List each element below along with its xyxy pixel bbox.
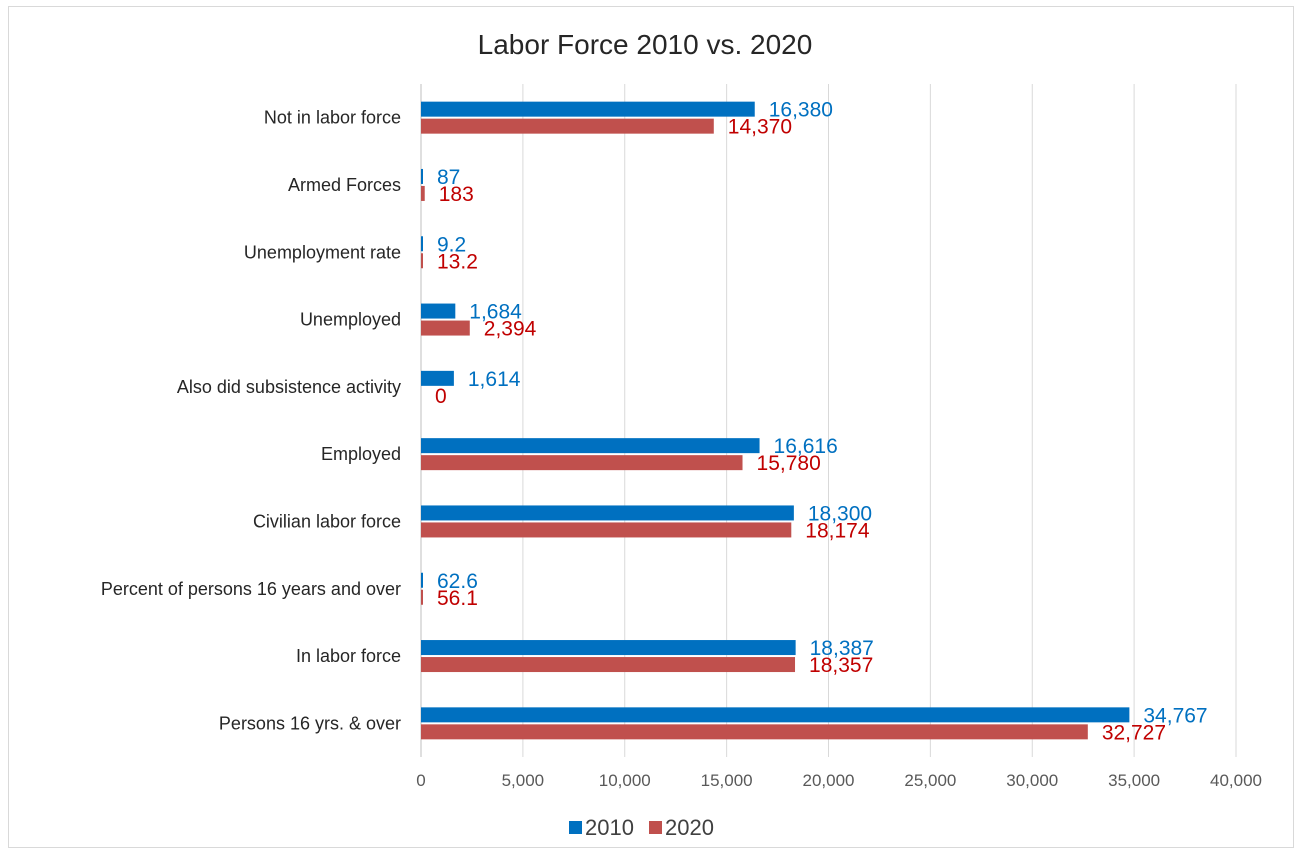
- legend-label-2010: 2010: [585, 815, 634, 840]
- bar-2010: [421, 236, 423, 252]
- data-label-2010: 1,684: [469, 301, 522, 324]
- category-label: Also did subsistence activity: [177, 377, 401, 397]
- category-label: Armed Forces: [288, 175, 401, 195]
- category-label: Unemployment rate: [244, 242, 401, 262]
- data-label-2010: 1,614: [468, 368, 521, 391]
- x-tick-label: 35,000: [1108, 771, 1160, 790]
- bar-2020: [421, 657, 796, 673]
- x-tick-label: 40,000: [1210, 771, 1262, 790]
- data-label-2020: 32,727: [1102, 721, 1166, 744]
- bar-2020: [421, 253, 423, 269]
- data-label-2020: 14,370: [728, 116, 792, 139]
- bar-2020: [421, 118, 714, 134]
- legend-label-2020: 2020: [665, 815, 714, 840]
- category-label: In labor force: [296, 646, 401, 666]
- bar-2010: [421, 707, 1130, 723]
- bar-2010: [421, 572, 423, 588]
- x-tick-label: 0: [416, 771, 425, 790]
- chart-title: Labor Force 2010 vs. 2020: [478, 29, 813, 60]
- data-label-2020: 18,357: [809, 654, 873, 677]
- data-label-2020: 13.2: [437, 250, 478, 273]
- category-label: Not in labor force: [264, 108, 401, 128]
- x-tick-label: 30,000: [1006, 771, 1058, 790]
- data-label-2020: 183: [439, 183, 474, 206]
- x-tick-label: 20,000: [803, 771, 855, 790]
- data-label-2010: 34,767: [1143, 704, 1207, 727]
- data-label-2020: 0: [435, 385, 447, 408]
- category-label: Unemployed: [300, 310, 401, 330]
- category-label: Employed: [321, 444, 401, 464]
- data-label-2010: 87: [437, 166, 460, 189]
- legend-swatch-2010: [569, 821, 582, 834]
- bar-2010: [421, 505, 794, 521]
- bars: [421, 101, 1130, 740]
- data-label-2010: 62.6: [437, 570, 478, 593]
- data-label-2020: 2,394: [484, 318, 537, 341]
- data-label-2020: 56.1: [437, 587, 478, 610]
- bar-2020: [421, 455, 743, 471]
- data-label-2020: 15,780: [757, 452, 821, 475]
- category-label: Persons 16 yrs. & over: [219, 713, 401, 733]
- bar-2010: [421, 168, 423, 184]
- bar-2020: [421, 724, 1088, 740]
- category-label: Percent of persons 16 years and over: [101, 579, 401, 599]
- data-label-2010: 16,616: [774, 435, 838, 458]
- bar-2010: [421, 303, 456, 319]
- data-label-2010: 16,380: [769, 99, 833, 122]
- x-tick-label: 10,000: [599, 771, 651, 790]
- x-tick-label: 25,000: [904, 771, 956, 790]
- bar-2020: [421, 185, 425, 201]
- bar-2020: [421, 589, 423, 605]
- bar-2010: [421, 101, 755, 117]
- data-label-2010: 18,387: [810, 637, 874, 660]
- bar-2020: [421, 522, 792, 538]
- data-label-2010: 18,300: [808, 502, 872, 525]
- data-labels: 34,76732,72718,38718,35762.656.118,30018…: [435, 99, 1208, 745]
- x-axis-ticks: 0 5,000 10,000 15,000 20,000 25,000 30,000 35,0…: [416, 771, 1262, 790]
- data-label-2010: 9.2: [437, 233, 466, 256]
- x-tick-label: 15,000: [701, 771, 753, 790]
- bar-2020: [421, 320, 470, 336]
- x-tick-label: 5,000: [502, 771, 545, 790]
- data-label-2020: 18,174: [805, 519, 870, 542]
- category-labels: Persons 16 yrs. & over In labor force Perc…: [101, 108, 401, 734]
- legend-swatch-2020: [649, 821, 662, 834]
- category-label: Civilian labor force: [253, 511, 401, 531]
- bar-2010: [421, 640, 796, 656]
- bar-2010: [421, 370, 454, 386]
- legend: 2010 2020: [569, 815, 714, 840]
- bar-2010: [421, 438, 760, 454]
